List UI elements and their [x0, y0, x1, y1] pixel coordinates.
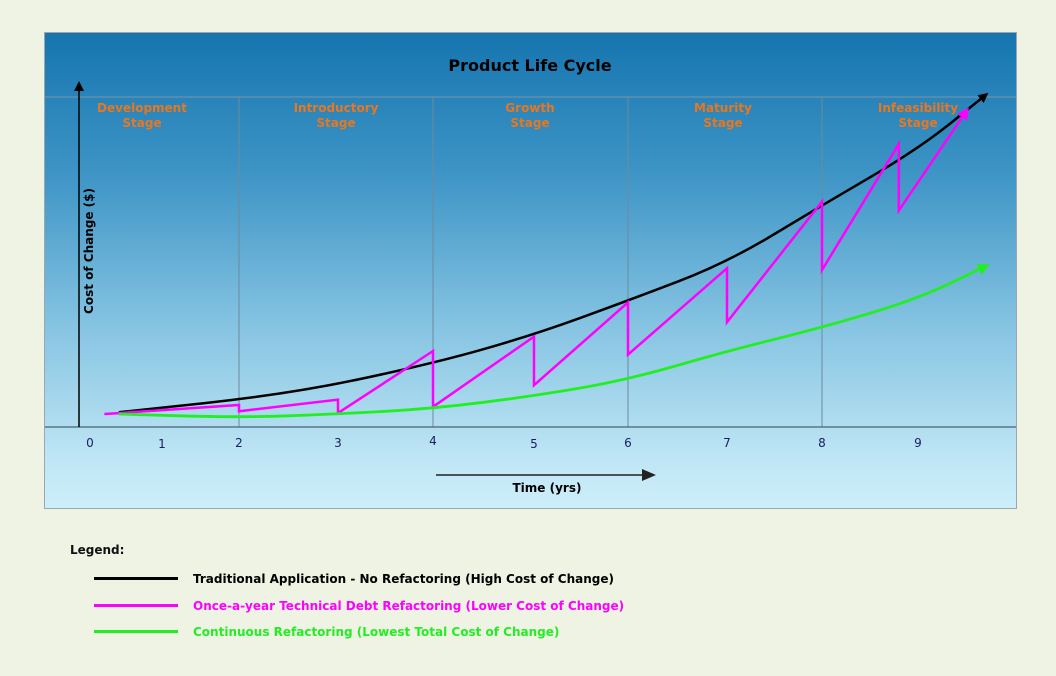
x-tick-label-1: 1 — [158, 437, 166, 451]
legend-label-traditional: Traditional Application - No Refactoring… — [193, 572, 614, 586]
x-tick-label-5: 5 — [530, 437, 538, 451]
x-tick-label-8: 8 — [818, 436, 826, 450]
stage-label-line2-5: Stage — [898, 116, 937, 130]
legend-swatch-yearly-refactoring — [94, 604, 178, 607]
stage-label-line1-4: Maturity — [694, 101, 752, 115]
stage-label-line2-2: Stage — [316, 116, 355, 130]
x-axis-label: Time (yrs) — [513, 481, 582, 495]
x-tick-label-0: 0 — [86, 436, 94, 450]
x-tick-label-7: 7 — [723, 436, 731, 450]
product-life-cycle-chart: 0 1 2 3 4 5 6 7 8 9DevelopmentStageIntroductorySt… — [45, 56, 1016, 495]
series-yearly-refactoring — [104, 107, 969, 416]
legend-swatch-continuous-refactoring — [94, 630, 178, 633]
stage-label-line2-4: Stage — [703, 116, 742, 130]
legend-label-yearly-refactoring: Once-a-year Technical Debt Refactoring (… — [193, 599, 625, 613]
stage-label-line2-3: Stage — [510, 116, 549, 130]
y-axis-label: Cost of Change ($) — [82, 188, 96, 314]
x-tick-label-2: 2 — [235, 436, 243, 450]
series-continuous-refactoring — [118, 264, 990, 419]
series-traditional — [118, 92, 989, 414]
x-tick-label-9: 9 — [914, 436, 922, 450]
stage-label-line1-5: Infeasibility — [878, 101, 958, 115]
legend-title: Legend: — [70, 543, 125, 557]
stage-label-line1-3: Growth — [505, 101, 554, 115]
x-tick-label-6: 6 — [624, 436, 632, 450]
chart-title: Product Life Cycle — [448, 56, 611, 75]
chart-panel: 0 1 2 3 4 5 6 7 8 9 Development Stage Introductory St… — [44, 32, 1017, 509]
stage-label-line1-1: Development — [97, 101, 187, 115]
x-tick-label-3: 3 — [334, 436, 342, 450]
x-tick-label-4: 4 — [429, 434, 437, 448]
legend-swatch-traditional — [94, 577, 178, 580]
stage-label-line2-1: Stage — [122, 116, 161, 130]
legend-label-continuous-refactoring: Continuous Refactoring (Lowest Total Cos… — [193, 625, 560, 639]
stage-label-line1-2: Introductory — [294, 101, 379, 115]
